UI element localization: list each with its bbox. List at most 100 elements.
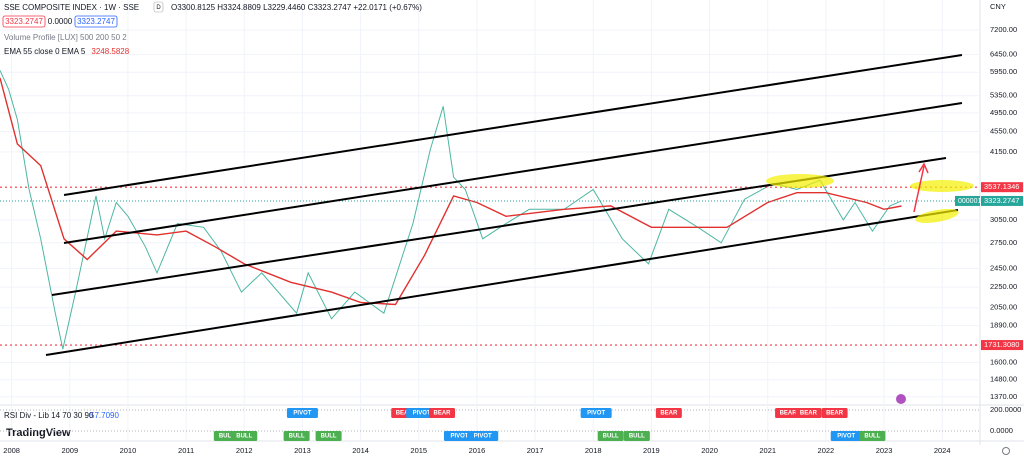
signal-label: PIVOT <box>587 411 605 417</box>
signal-label: PIVOT <box>293 411 311 417</box>
level-label: 3537.1346 <box>984 182 1019 191</box>
event-icon[interactable] <box>896 394 906 404</box>
signal-badge <box>830 431 862 441</box>
ticker-label: 000001 <box>958 198 981 205</box>
highlight <box>766 174 834 188</box>
price-label: 3323.2747 <box>984 196 1019 205</box>
buy-price: 3323.2747 <box>77 17 115 26</box>
signal-badge <box>795 408 822 418</box>
x-tick-label: 2021 <box>759 446 776 455</box>
x-tick-label: 2008 <box>3 446 20 455</box>
x-tick-label: 2014 <box>352 446 369 455</box>
x-tick-label: 2015 <box>410 446 427 455</box>
interval-badge-text: D <box>156 5 161 11</box>
y-tick-label: 6450.00 <box>990 49 1017 58</box>
y-tick-label: 1600.00 <box>990 357 1017 366</box>
signal-label: BEAR <box>780 411 798 417</box>
y-tick-label: 4150.00 <box>990 147 1017 156</box>
trend-line <box>45 209 959 356</box>
x-tick-label: 2018 <box>585 446 602 455</box>
sell-button[interactable] <box>2 15 46 28</box>
brand-logo: TradingView <box>6 427 71 439</box>
signal-label: PIVOT <box>413 411 431 417</box>
arrow-head <box>918 162 929 174</box>
signal-label: PIVOT <box>837 434 855 440</box>
y-tick-label: 2450.00 <box>990 263 1017 272</box>
ema-legend: EMA 55 close 0 EMA 5 <box>4 47 86 56</box>
signal-label: BEAR <box>434 411 452 417</box>
x-tick-label: 2019 <box>643 446 660 455</box>
symbol-title: SSE COMPOSITE INDEX · 1W · SSE <box>4 3 139 12</box>
x-tick-label: 2017 <box>527 446 544 455</box>
signal-badge <box>231 431 258 441</box>
signal-badge <box>283 431 310 441</box>
x-tick-label: 2011 <box>178 446 194 455</box>
signal-label: BULL <box>603 434 619 440</box>
signal-badge <box>859 431 886 441</box>
signal-label: BULL <box>629 434 645 440</box>
x-tick-label: 2013 <box>294 446 311 455</box>
x-tick-label: 2023 <box>876 446 893 455</box>
level-label: 1731.3080 <box>984 340 1019 349</box>
series-line <box>0 77 902 306</box>
signal-badge <box>655 408 682 418</box>
y-tick-label: 2050.00 <box>990 303 1017 312</box>
x-tick-label: 2012 <box>236 446 253 455</box>
highlight <box>915 208 959 224</box>
y-tick-label: 2750.00 <box>990 238 1017 247</box>
spread: 0.0000 <box>48 17 73 26</box>
rsi-value: 57.7090 <box>90 411 119 420</box>
signal-label: BULL <box>289 434 305 440</box>
y-tick-label: 1370.00 <box>990 392 1017 401</box>
series-line <box>0 70 902 350</box>
buy-button[interactable] <box>74 15 118 28</box>
signal-label: BEAR <box>800 411 818 417</box>
currency: CNY <box>990 2 1006 11</box>
signal-label: BEAR <box>826 411 844 417</box>
signal-badge <box>467 431 499 441</box>
x-tick-label: 2016 <box>469 446 486 455</box>
ticker-box <box>955 195 980 206</box>
y-tick-label: 4950.00 <box>990 108 1017 117</box>
signal-label: BULL <box>864 434 880 440</box>
x-tick-label: 2020 <box>701 446 718 455</box>
signal-label: BULL <box>219 434 235 440</box>
sell-price: 3323.2747 <box>5 17 43 26</box>
price-box <box>981 195 1023 206</box>
rsi-tick-label: 0.0000 <box>990 426 1013 435</box>
y-tick-label: 3050.00 <box>990 215 1017 224</box>
y-tick-label: 5950.00 <box>990 67 1017 76</box>
signal-badge <box>429 408 456 418</box>
y-tick-label: 1890.00 <box>990 321 1017 330</box>
level-label-box <box>981 340 1023 351</box>
signal-badge <box>623 431 650 441</box>
signal-label: BULL <box>321 434 337 440</box>
signal-label: BEAR <box>396 411 414 417</box>
signal-badge <box>315 431 342 441</box>
signal-badge <box>443 431 475 441</box>
interval-badge[interactable] <box>153 1 164 13</box>
y-tick-label: 7200.00 <box>990 25 1017 34</box>
signal-badge <box>286 408 318 418</box>
signal-badge <box>580 408 612 418</box>
signal-label: PIVOT <box>474 434 492 440</box>
x-tick-label: 2022 <box>818 446 835 455</box>
ohlc: O3300.8125 H3324.8809 L3229.4460 C3323.2… <box>171 3 422 12</box>
signal-badge <box>821 408 848 418</box>
trend-line <box>63 102 963 244</box>
signal-badge <box>775 408 802 418</box>
signal-label: PIVOT <box>450 434 468 440</box>
y-tick-label: 2250.00 <box>990 282 1017 291</box>
y-tick-label: 5350.00 <box>990 91 1017 100</box>
arrow-shaft <box>913 165 925 213</box>
rsi-legend: RSI Div - Lib 14 70 30 90 <box>4 411 94 420</box>
arrow <box>913 162 929 213</box>
x-tick-label: 2009 <box>61 446 78 455</box>
y-tick-label: 1480.00 <box>990 375 1017 384</box>
signal-label: BEAR <box>660 411 678 417</box>
settings-icon[interactable] <box>1002 447 1010 455</box>
signal-badge <box>597 431 624 441</box>
x-tick-label: 2024 <box>934 446 951 455</box>
signal-label: BULL <box>236 434 252 440</box>
